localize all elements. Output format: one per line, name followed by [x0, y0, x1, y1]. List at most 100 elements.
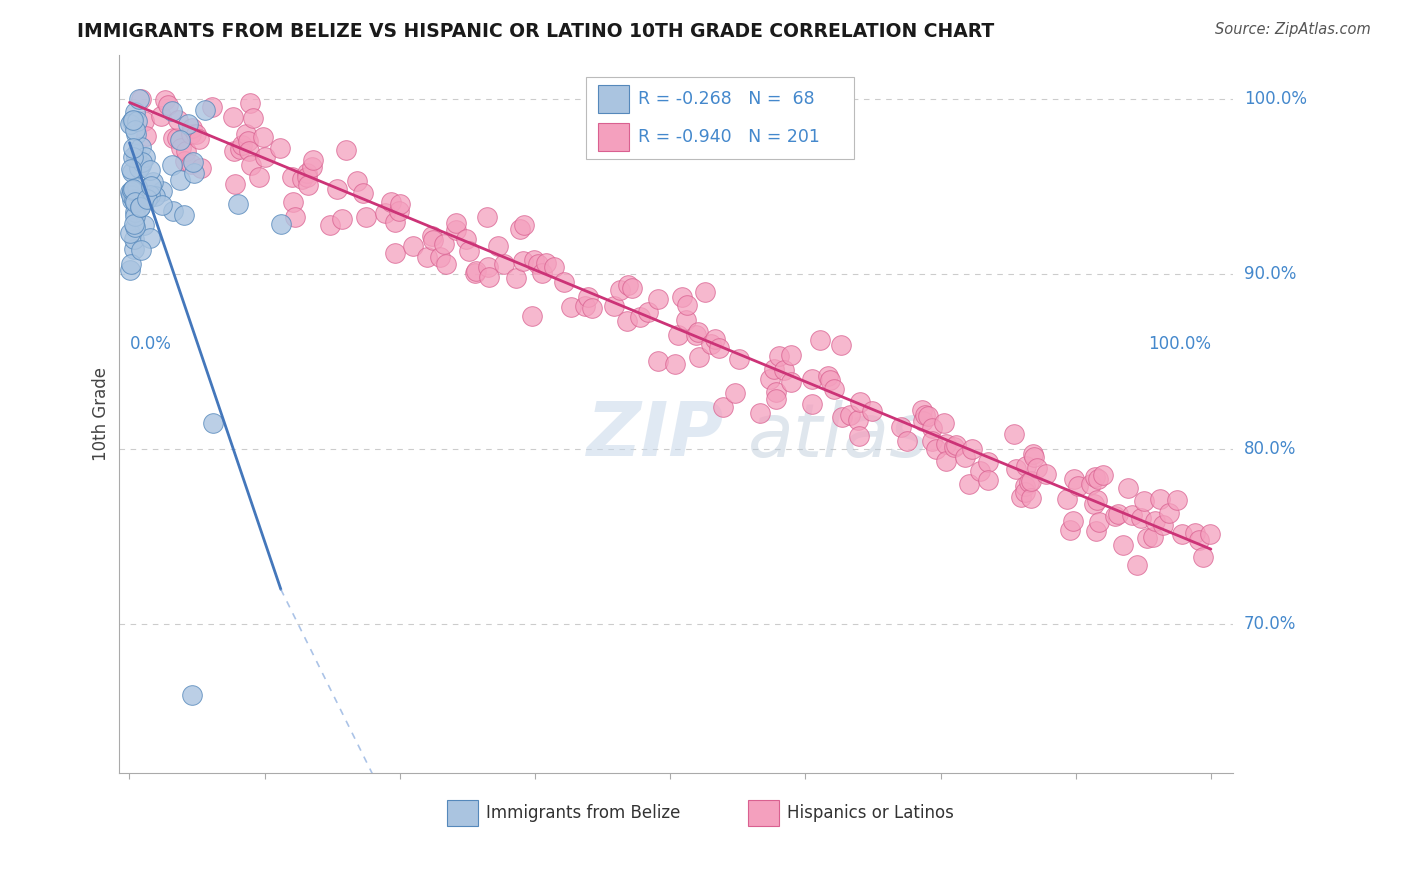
Point: [124, 105, 146, 120]
Point: [723, 386, 745, 401]
Point: [139, 231, 162, 245]
Point: [762, 362, 785, 376]
Point: [326, 182, 349, 196]
Point: [914, 409, 936, 423]
Point: [465, 264, 488, 278]
Point: [1133, 494, 1156, 508]
Point: [388, 204, 411, 219]
Point: [160, 104, 183, 119]
Point: [977, 455, 1000, 469]
Point: [1059, 523, 1081, 537]
Point: [139, 188, 162, 202]
Point: [960, 442, 983, 456]
Point: [380, 194, 402, 209]
Point: [201, 416, 224, 430]
Point: [848, 429, 870, 443]
Point: [522, 309, 544, 323]
Point: [1192, 549, 1215, 564]
Point: [1104, 508, 1126, 523]
Point: [252, 130, 274, 145]
FancyBboxPatch shape: [598, 86, 628, 112]
Point: [120, 186, 142, 200]
Point: [120, 257, 142, 271]
Point: [1085, 493, 1108, 508]
Point: [162, 204, 184, 219]
Point: [912, 414, 935, 428]
Point: [759, 372, 782, 386]
Point: [513, 219, 536, 233]
Point: [932, 416, 955, 430]
Point: [124, 205, 146, 219]
Text: 100.0%: 100.0%: [1244, 90, 1306, 108]
Point: [129, 92, 152, 106]
Point: [120, 226, 142, 240]
Point: [1010, 490, 1032, 504]
Text: Immigrants from Belize: Immigrants from Belize: [486, 804, 681, 822]
Point: [1152, 517, 1174, 532]
Point: [969, 464, 991, 478]
Point: [1136, 532, 1159, 546]
Point: [124, 209, 146, 223]
Text: R = -0.940   N = 201: R = -0.940 N = 201: [638, 128, 820, 146]
Point: [302, 153, 325, 167]
Point: [222, 144, 245, 158]
Point: [1116, 482, 1139, 496]
Point: [124, 194, 146, 209]
Point: [156, 98, 179, 112]
Point: [896, 434, 918, 449]
Point: [444, 216, 467, 230]
Point: [509, 222, 531, 236]
Point: [1080, 477, 1102, 491]
Text: Hispanics or Latinos: Hispanics or Latinos: [787, 804, 953, 822]
Point: [1149, 491, 1171, 506]
Point: [1144, 514, 1167, 528]
Text: ZIP: ZIP: [586, 400, 724, 472]
Point: [131, 140, 153, 154]
Point: [122, 141, 145, 155]
Point: [1014, 479, 1036, 493]
Point: [139, 178, 162, 193]
Point: [129, 243, 152, 257]
Point: [711, 400, 734, 414]
Point: [166, 112, 188, 127]
Point: [129, 200, 152, 214]
Point: [486, 239, 509, 253]
Point: [135, 128, 157, 143]
Point: [124, 195, 146, 210]
Point: [142, 175, 165, 189]
Point: [190, 161, 212, 176]
Point: [1084, 470, 1107, 484]
Point: [352, 186, 374, 200]
Point: [1112, 538, 1135, 552]
Point: [560, 300, 582, 314]
Point: [1063, 472, 1085, 486]
Point: [136, 192, 159, 206]
Point: [226, 196, 249, 211]
Point: [1188, 533, 1211, 547]
Point: [1014, 485, 1036, 500]
Point: [911, 403, 934, 417]
Point: [953, 450, 976, 464]
Point: [128, 161, 150, 176]
Point: [773, 363, 796, 377]
Point: [695, 285, 717, 299]
Point: [925, 442, 948, 456]
Point: [281, 195, 304, 210]
Point: [1130, 511, 1153, 525]
Point: [120, 263, 142, 277]
Point: [1087, 515, 1109, 529]
Point: [224, 177, 246, 191]
Point: [1019, 491, 1042, 506]
Point: [149, 109, 172, 123]
FancyBboxPatch shape: [447, 800, 478, 826]
Point: [235, 127, 257, 141]
Point: [464, 266, 486, 280]
Text: IMMIGRANTS FROM BELIZE VS HISPANIC OR LATINO 10TH GRADE CORRELATION CHART: IMMIGRANTS FROM BELIZE VS HISPANIC OR LA…: [77, 22, 994, 41]
Point: [422, 233, 444, 247]
Point: [477, 260, 499, 274]
Point: [122, 182, 145, 196]
Point: [1015, 459, 1038, 474]
Point: [1002, 426, 1025, 441]
Point: [177, 117, 200, 131]
Point: [284, 210, 307, 224]
